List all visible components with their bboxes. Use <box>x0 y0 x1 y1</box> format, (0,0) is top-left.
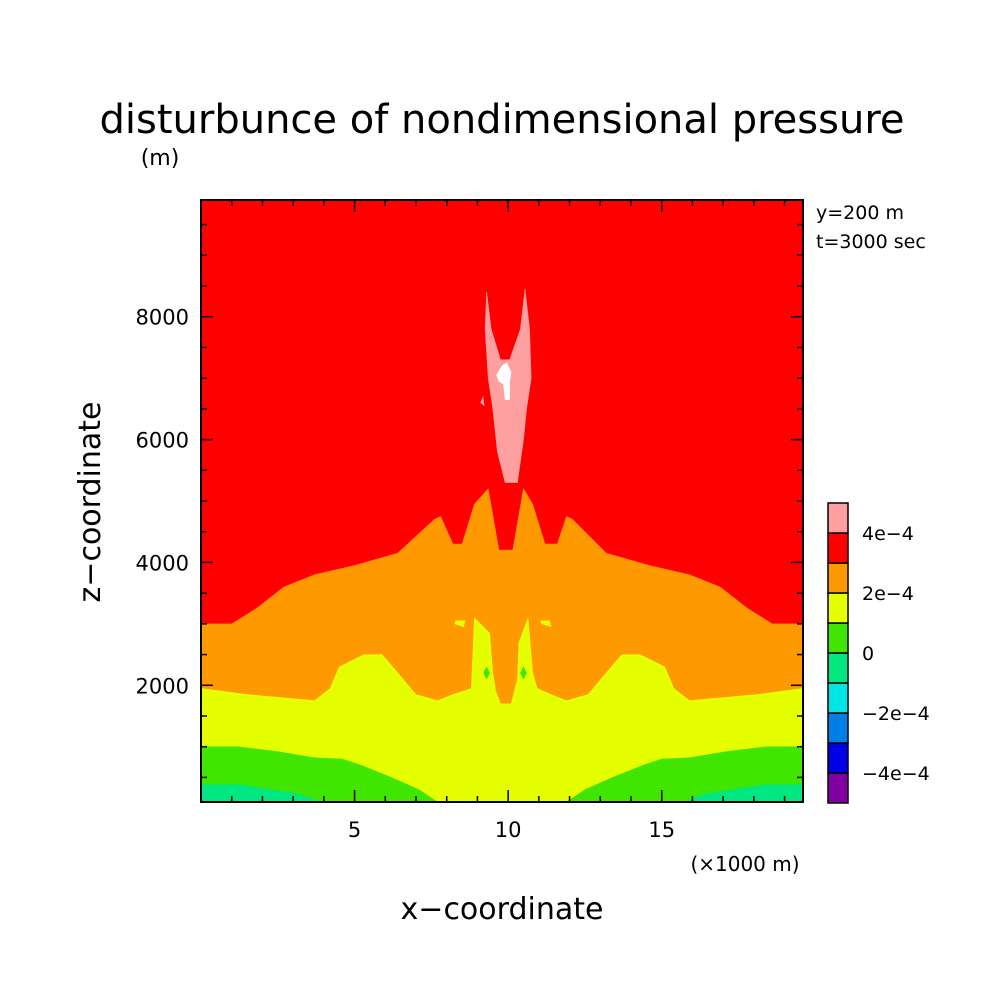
colorbar-label: −4e−4 <box>862 763 930 785</box>
contour-plot-area: 5 10 15 2000 4000 6000 8000 <box>136 199 804 842</box>
x-tick-label: 5 <box>348 818 361 842</box>
x-tick-label: 10 <box>495 818 522 842</box>
colorbar-label: 4e−4 <box>862 523 914 545</box>
x-axis-ticks: 5 10 15 <box>230 200 786 842</box>
small-cell <box>495 660 509 702</box>
colorbar-label: 0 <box>862 643 874 665</box>
small-cell <box>520 666 527 680</box>
colorbar-bin <box>827 742 849 774</box>
colorbar-bin <box>827 772 849 804</box>
colorbar-label: −2e−4 <box>862 703 930 725</box>
y-tick-label: 6000 <box>136 429 189 453</box>
colorbar: −4e−4 −2e−4 0 2e−4 4e−4 <box>827 502 930 804</box>
y-tick-label: 4000 <box>136 551 189 575</box>
units-label: (m) <box>141 146 180 171</box>
y-tick-label: 2000 <box>136 674 189 698</box>
small-cell <box>540 620 552 628</box>
y-axis-label: z−coordinate <box>73 402 108 603</box>
y-axis-ticks: 2000 4000 6000 8000 <box>136 223 803 779</box>
region-0-to-2e-4 <box>200 617 804 803</box>
colorbar-bin <box>827 502 849 534</box>
colorbar-bin <box>827 622 849 654</box>
chart-title: disturbunce of nondimensional pressure <box>100 97 905 143</box>
colorbar-label: 2e−4 <box>862 583 914 605</box>
info-line-y: y=200 m <box>816 202 904 224</box>
contour-regions <box>200 199 804 803</box>
x-units-label: (×1000 m) <box>690 852 799 876</box>
region-max <box>496 362 512 400</box>
colorbar-bin <box>827 592 849 624</box>
x-tick-label: 15 <box>648 818 675 842</box>
info-line-t: t=3000 sec <box>816 231 926 253</box>
small-cell <box>454 620 466 628</box>
colorbar-bin <box>827 562 849 594</box>
colorbar-bin <box>827 532 849 564</box>
y-tick-label: 8000 <box>136 306 189 330</box>
small-cell <box>480 395 485 407</box>
colorbar-bin <box>827 712 849 744</box>
small-cell <box>483 666 490 680</box>
x-axis-label: x−coordinate <box>401 892 604 927</box>
colorbar-bin <box>827 652 849 684</box>
colorbar-bin <box>827 682 849 714</box>
